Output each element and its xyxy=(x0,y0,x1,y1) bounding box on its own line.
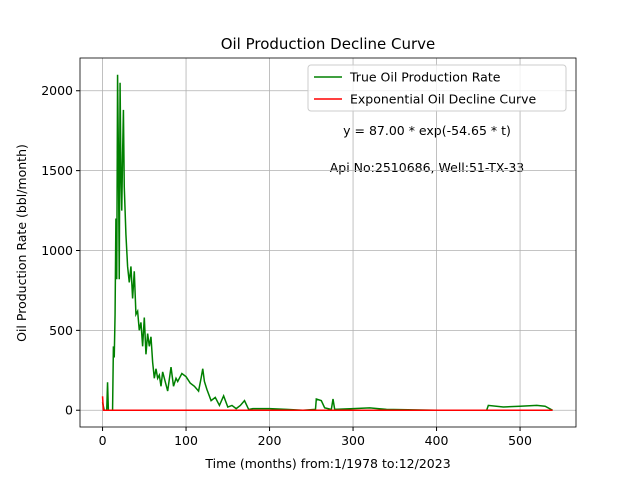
annotation: y = 87.00 * exp(-54.65 * t) xyxy=(343,123,511,138)
legend-label: True Oil Production Rate xyxy=(349,70,501,85)
x-tick-label: 400 xyxy=(425,433,449,448)
x-tick-label: 500 xyxy=(508,433,532,448)
y-axis-label: Oil Production Rate (bbl/month) xyxy=(14,144,29,342)
chart-title: Oil Production Decline Curve xyxy=(221,35,436,53)
annotation: Api No:2510686, Well:51-TX-33 xyxy=(330,160,525,175)
y-tick-label: 1000 xyxy=(41,243,73,258)
line-series xyxy=(101,396,553,411)
plot-frame xyxy=(79,57,577,428)
y-tick-label: 1500 xyxy=(41,163,73,178)
y-tick-label: 0 xyxy=(65,403,73,418)
x-tick-label: 300 xyxy=(341,433,365,448)
legend-box xyxy=(307,64,567,112)
x-tick-label: 0 xyxy=(99,433,107,448)
legend-label: Exponential Oil Decline Curve xyxy=(350,92,537,107)
line-series xyxy=(101,74,553,411)
x-axis-label: Time (months) from:1/1978 to:12/2023 xyxy=(204,456,450,471)
y-tick-label: 2000 xyxy=(41,83,73,98)
x-tick-label: 200 xyxy=(258,433,282,448)
x-tick-label: 100 xyxy=(174,433,198,448)
y-tick-label: 500 xyxy=(49,323,73,338)
